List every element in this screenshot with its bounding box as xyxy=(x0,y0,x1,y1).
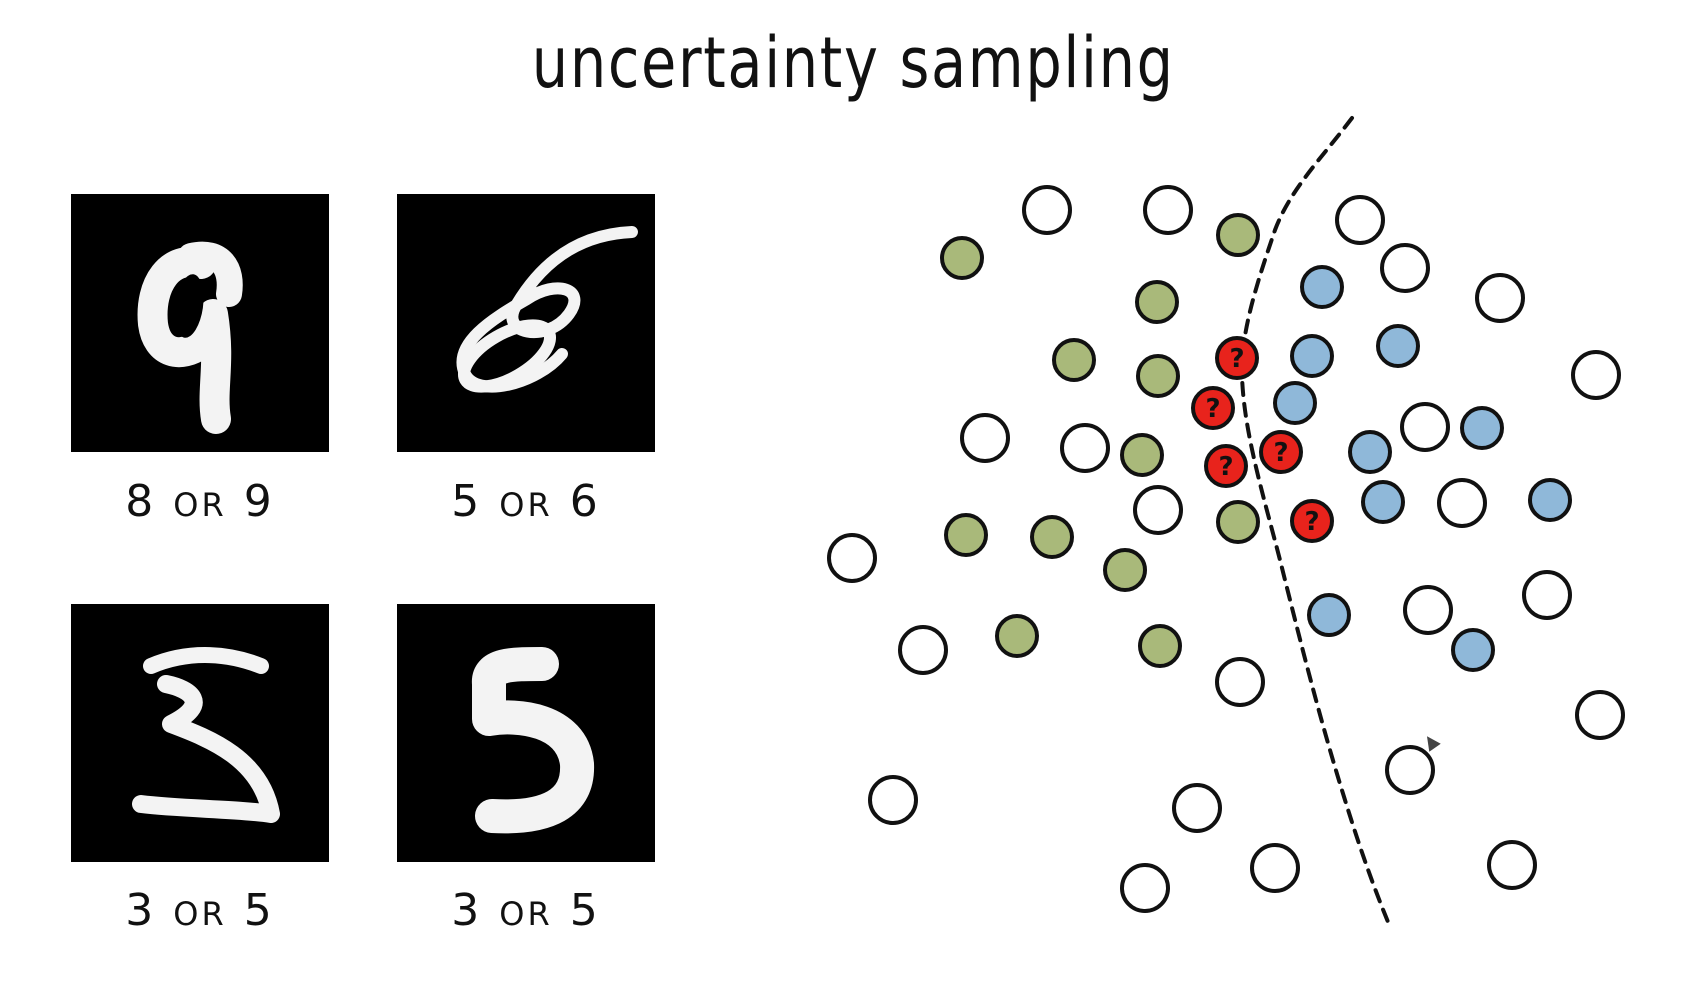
unlabeled-point xyxy=(1143,185,1193,235)
page-title: uncertainty sampling xyxy=(531,22,1175,104)
data-points: ????? xyxy=(827,185,1625,913)
unlabeled-point xyxy=(1385,745,1435,795)
caption-option-a: 5 xyxy=(451,476,483,527)
caption-separator: OR xyxy=(499,895,553,933)
unlabeled-point xyxy=(1133,485,1183,535)
unlabeled-point xyxy=(1475,273,1525,323)
class-b-point xyxy=(1460,406,1504,450)
class-b-point xyxy=(1290,334,1334,378)
unlabeled-point xyxy=(1172,783,1222,833)
caption-option-a: 8 xyxy=(125,476,157,527)
class-b-point xyxy=(1300,265,1344,309)
digit-image-3 xyxy=(71,604,329,862)
unlabeled-point xyxy=(868,775,918,825)
unlabeled-point xyxy=(1335,195,1385,245)
class-a-point xyxy=(1030,515,1074,559)
class-a-point xyxy=(1103,548,1147,592)
query-point: ? xyxy=(1259,430,1303,474)
class-a-point xyxy=(944,513,988,557)
digit-6-glyph xyxy=(456,226,638,393)
unlabeled-point xyxy=(1437,478,1487,528)
unlabeled-point xyxy=(1487,840,1537,890)
class-a-point xyxy=(940,236,984,280)
class-a-point xyxy=(1120,433,1164,477)
unlabeled-point xyxy=(1571,350,1621,400)
question-mark-icon: ? xyxy=(1205,394,1220,424)
class-a-point xyxy=(1136,354,1180,398)
class-b-point xyxy=(1307,593,1351,637)
class-b-point xyxy=(1348,430,1392,474)
digit-caption-3: 3 OR 5 xyxy=(71,885,329,936)
class-b-point xyxy=(1376,324,1420,368)
decision-boundary xyxy=(1239,116,1390,924)
unlabeled-point xyxy=(1120,863,1170,913)
question-mark-icon: ? xyxy=(1229,344,1244,374)
caption-option-a: 3 xyxy=(125,885,157,936)
digit-image-2 xyxy=(397,194,655,452)
class-a-point xyxy=(1138,624,1182,668)
caption-option-b: 6 xyxy=(569,476,601,527)
digit-5-glyph xyxy=(472,647,595,834)
digit-image-1 xyxy=(71,194,329,452)
class-b-point xyxy=(1361,480,1405,524)
question-mark-icon: ? xyxy=(1218,452,1233,482)
caption-option-a: 3 xyxy=(451,885,483,936)
digit-caption-2: 5 OR 6 xyxy=(397,476,655,527)
class-b-point xyxy=(1273,381,1317,425)
unlabeled-point xyxy=(827,533,877,583)
class-a-point xyxy=(995,614,1039,658)
caption-separator: OR xyxy=(173,895,227,933)
digit-image-4 xyxy=(397,604,655,862)
class-a-point xyxy=(1216,500,1260,544)
unlabeled-point xyxy=(898,625,948,675)
unlabeled-point xyxy=(1575,690,1625,740)
question-mark-icon: ? xyxy=(1273,438,1288,468)
class-a-point xyxy=(1135,280,1179,324)
query-point: ? xyxy=(1290,499,1334,543)
class-b-point xyxy=(1451,628,1495,672)
digit-3-glyph xyxy=(132,647,280,823)
caption-option-b: 9 xyxy=(243,476,275,527)
query-point: ? xyxy=(1204,444,1248,488)
unlabeled-point xyxy=(1060,423,1110,473)
unlabeled-point xyxy=(1403,585,1453,635)
digit-caption-1: 8 OR 9 xyxy=(71,476,329,527)
caption-option-b: 5 xyxy=(243,885,275,936)
digit-9-glyph xyxy=(137,241,243,434)
unlabeled-point xyxy=(1250,843,1300,893)
unlabeled-point xyxy=(1400,402,1450,452)
caption-option-b: 5 xyxy=(569,885,601,936)
unlabeled-point xyxy=(1522,570,1572,620)
caption-separator: OR xyxy=(173,486,227,524)
caption-separator: OR xyxy=(499,486,553,524)
unlabeled-point xyxy=(960,413,1010,463)
question-mark-icon: ? xyxy=(1304,507,1319,537)
unlabeled-point xyxy=(1215,657,1265,707)
class-a-point xyxy=(1052,338,1096,382)
query-point: ? xyxy=(1191,386,1235,430)
query-point: ? xyxy=(1215,336,1259,380)
class-b-point xyxy=(1528,478,1572,522)
class-a-point xyxy=(1216,213,1260,257)
digit-caption-4: 3 OR 5 xyxy=(397,885,655,936)
unlabeled-point xyxy=(1022,185,1072,235)
unlabeled-point xyxy=(1380,243,1430,293)
